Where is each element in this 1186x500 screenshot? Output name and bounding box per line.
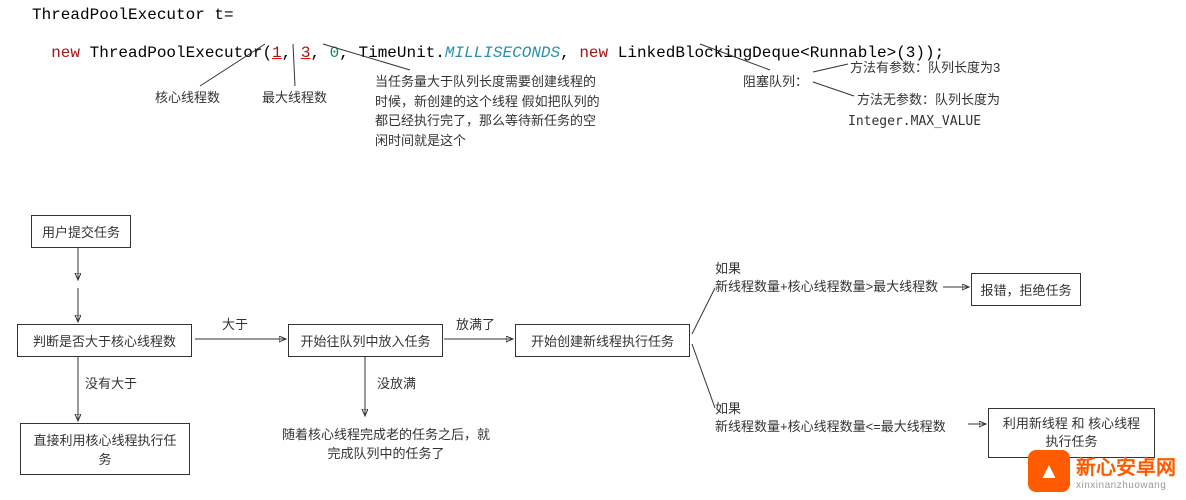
box-create-new: 开始创建新线程执行任务 <box>515 324 690 357</box>
watermark-sub: xinxinanzhuowang <box>1076 480 1176 491</box>
label-cond2: 新线程数量+核心线程数量<=最大线程数 <box>715 416 946 435</box>
label-gt: 大于 <box>222 314 248 333</box>
code-type1: ThreadPoolExecutor( <box>80 44 272 62</box>
watermark: ▲ 新心安卓网 xinxinanzhuowang <box>1028 450 1176 492</box>
label-full: 放满了 <box>456 314 495 333</box>
box-judge-core: 判断是否大于核心线程数 <box>17 324 192 357</box>
code-line-2: new ThreadPoolExecutor(1, 3, 0, TimeUnit… <box>32 26 944 62</box>
box-wait-core: 随着核心线程完成老的任务之后，就完成队列中的任务了 <box>271 418 501 468</box>
label-cond-if2: 如果 <box>715 398 741 417</box>
arrow-branch2 <box>692 344 715 408</box>
label-cond1: 新线程数量+核心线程数量>最大线程数 <box>715 276 938 295</box>
label-cond-if1: 如果 <box>715 258 741 277</box>
box-reject: 报错，拒绝任务 <box>971 273 1081 306</box>
box-submit: 用户提交任务 <box>31 215 131 248</box>
arrow-branch1 <box>692 288 715 334</box>
code-arg1: 1 <box>272 44 282 62</box>
label-not-full: 没放满 <box>377 373 416 392</box>
line-anno5a <box>813 64 848 72</box>
box-enqueue: 开始往队列中放入任务 <box>288 324 443 357</box>
box-use-core: 直接利用核心线程执行任务 <box>20 423 190 475</box>
code-const: MILLISECONDS <box>445 44 560 62</box>
anno-queue-maxval: Integer.MAX_VALUE <box>848 112 981 132</box>
code-line-1: ThreadPoolExecutor t= <box>32 6 234 24</box>
label-not-gt: 没有大于 <box>85 373 137 392</box>
code-kw-new: new <box>51 44 80 62</box>
code-kw-new2: new <box>579 44 608 62</box>
anno-queue-no-param: 方法无参数：队列长度为 <box>857 90 1000 110</box>
line-anno5b <box>813 82 854 96</box>
android-icon: ▲ <box>1028 450 1070 492</box>
anno-core-thread: 核心线程数 <box>155 88 220 108</box>
code-arg3: 0 <box>330 44 340 62</box>
anno-max-thread: 最大线程数 <box>262 88 327 108</box>
anno-keepalive: 当任务量大于队列长度需要创建线程的时候，新创建的这个线程 假如把队列的都已经执行… <box>375 72 600 150</box>
watermark-main: 新心安卓网 <box>1076 451 1176 480</box>
anno-block-queue: 阻塞队列： <box>743 72 808 92</box>
anno-queue-with-param: 方法有参数：队列长度为3 <box>850 58 1000 78</box>
